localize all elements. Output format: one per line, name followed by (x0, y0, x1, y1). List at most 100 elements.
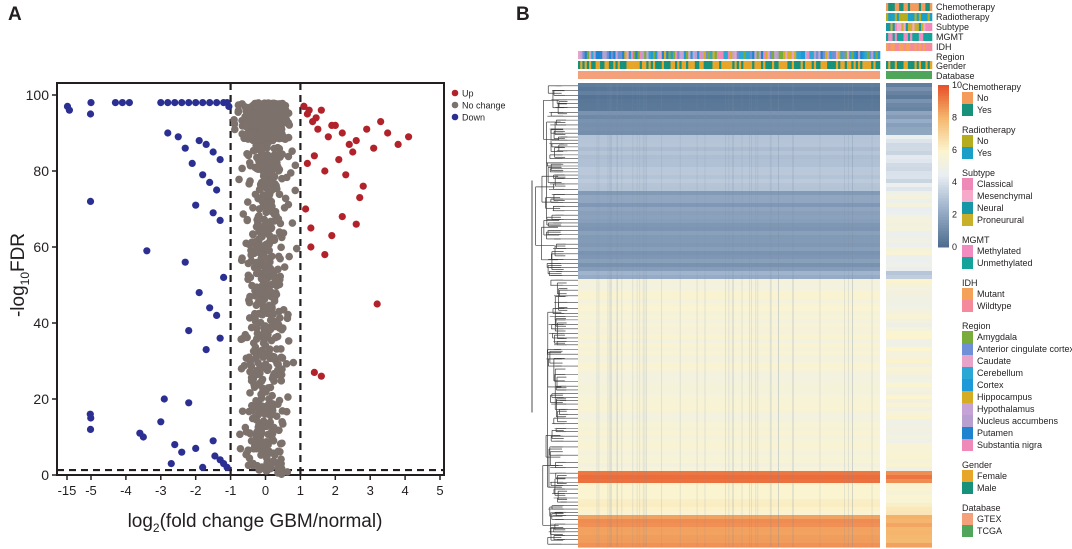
point-no-change (262, 422, 271, 431)
track-region-gtex (862, 51, 865, 59)
track-gender-gtex (791, 61, 795, 69)
track-gender-gtex (798, 61, 801, 69)
legend-swatch (962, 379, 973, 391)
track-subtype-tcga (927, 23, 931, 31)
point-no-change (254, 248, 262, 256)
track-gender-gtex (591, 61, 594, 69)
track-gender-gtex (745, 61, 749, 69)
legend-swatch (962, 288, 973, 300)
point-down (220, 273, 228, 281)
x-axis-label-rest: (fold change GBM/normal) (160, 511, 383, 532)
heatmap-row-gtex (578, 107, 880, 112)
heatmap-row-gtex (578, 299, 880, 304)
y-tick-label: 40 (33, 315, 49, 331)
track-subtype-tcga (892, 23, 896, 31)
point-down (223, 463, 231, 471)
track-idh-tcga (905, 43, 909, 51)
track-label: Region (936, 52, 965, 62)
track-chemotherapy-tcga (905, 3, 909, 11)
point-no-change (236, 430, 244, 439)
heatmap-row-tcga (886, 223, 932, 228)
heatmap-row-tcga (886, 323, 932, 328)
point-up (373, 300, 381, 308)
point-no-change (253, 329, 262, 338)
legend-swatch (962, 367, 973, 379)
track-gender-tcga (903, 61, 907, 69)
point-no-change (262, 240, 270, 249)
track-gender-gtex (639, 61, 643, 69)
track-idh-tcga (894, 43, 898, 51)
track-region-gtex (857, 51, 861, 59)
heatmap-row-tcga (886, 395, 932, 400)
track-radiotherapy-tcga (923, 13, 926, 21)
track-gender-gtex (602, 61, 605, 69)
point-down (157, 99, 165, 107)
point-down (181, 144, 189, 152)
track-gender-gtex (619, 61, 623, 69)
legend-swatch (962, 202, 973, 214)
track-gender-gtex (615, 61, 618, 69)
point-no-change (255, 241, 264, 250)
y-axis-label-sub: 10 (18, 272, 32, 286)
point-no-change (245, 158, 254, 167)
track-gender-gtex (727, 61, 731, 69)
track-gender-tcga (916, 61, 920, 69)
track-idh-tcga (925, 43, 928, 51)
legend-swatch (962, 343, 973, 355)
heatmap-row-gtex (578, 151, 880, 156)
legend-item-label: Cerebellum (977, 368, 1023, 378)
point-up (300, 102, 308, 110)
track-mgmt-tcga (894, 33, 898, 41)
heatmap-row-gtex (578, 99, 880, 104)
legend-swatch (962, 214, 973, 226)
track-gender-gtex (677, 61, 680, 69)
y-tick-label: 0 (41, 467, 49, 483)
track-mgmt-tcga (903, 33, 907, 41)
heatmap-row-gtex (578, 471, 880, 476)
track-idh-tcga (886, 43, 889, 51)
track-region-gtex (783, 51, 786, 59)
track-gender-gtex (593, 61, 596, 69)
track-gender-gtex (844, 61, 848, 69)
track-gender-gtex (608, 61, 612, 69)
point-no-change (279, 324, 287, 332)
point-down (216, 156, 224, 164)
track-chemotherapy-tcga (927, 3, 931, 11)
point-no-change (282, 407, 291, 416)
track-gender-gtex (683, 61, 687, 69)
track-label: Subtype (936, 22, 969, 32)
point-no-change (285, 252, 293, 261)
heatmap-row-gtex (578, 375, 880, 380)
point-up (307, 243, 315, 251)
track-region-gtex (641, 51, 645, 59)
point-no-change (291, 186, 300, 195)
track-gender-gtex (807, 61, 810, 69)
heatmap-row-gtex (578, 191, 880, 196)
heatmap-row-tcga (886, 283, 932, 288)
heatmap-row-tcga (886, 111, 932, 116)
track-region-gtex (628, 51, 632, 59)
heatmap-row-gtex (578, 451, 880, 456)
track-gender-gtex (578, 61, 581, 69)
heatmap-row-gtex (578, 523, 880, 528)
heatmap-row-gtex (578, 87, 880, 92)
heatmap-row-tcga (886, 527, 932, 532)
point-no-change (242, 122, 251, 131)
y-axis-label-post: FDR (8, 233, 29, 272)
point-down (211, 452, 219, 460)
point-no-change (236, 444, 245, 453)
legend-title-region: Region (962, 321, 991, 331)
heatmap-row-gtex (578, 319, 880, 324)
track-region-gtex (818, 51, 821, 59)
point-no-change (270, 353, 278, 361)
heatmap-row-gtex (578, 263, 880, 268)
legend-swatch (962, 403, 973, 415)
track-region-gtex (648, 51, 652, 59)
heatmap-row-gtex (578, 187, 880, 192)
heatmap-row-gtex (578, 143, 880, 148)
track-region-gtex (844, 51, 848, 59)
point-down (206, 304, 214, 312)
track-idh-tcga (921, 43, 924, 51)
point-no-change (264, 100, 273, 109)
